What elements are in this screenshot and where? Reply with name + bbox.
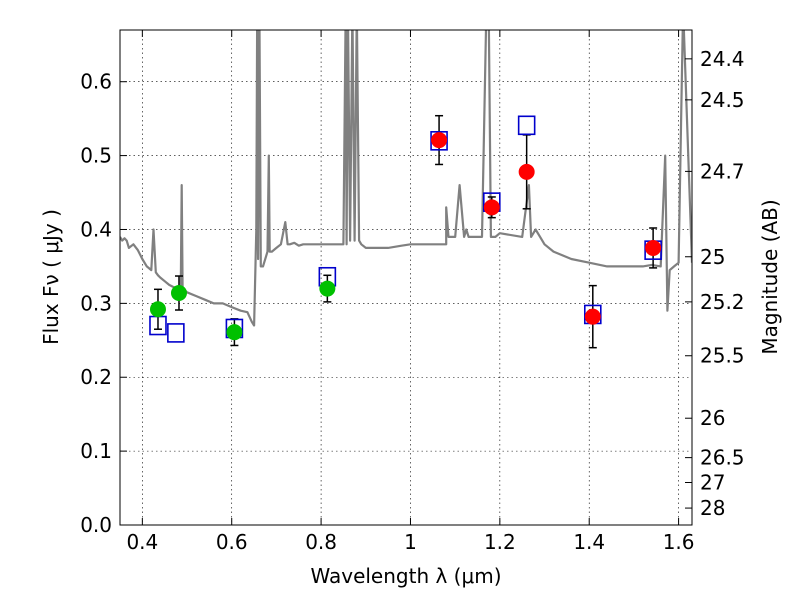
magnitude-tick-label: 25	[700, 245, 725, 269]
magnitude-tick-label: 26.5	[700, 446, 745, 470]
magnitude-tick-label: 25.5	[700, 344, 745, 368]
x-tick-label: 1.2	[484, 530, 516, 554]
magnitude-tick-label: 27	[700, 470, 725, 494]
x-axis-label: Wavelength λ (μm)	[310, 564, 501, 588]
y-tick-label: 0.3	[80, 291, 112, 315]
magnitude-tick-label: 24.4	[700, 47, 745, 71]
photometry-point	[518, 163, 535, 180]
photometry-point	[149, 301, 166, 318]
markers	[149, 115, 662, 343]
magnitude-tick-label: 28	[700, 496, 725, 520]
magnitude-tick-label: 24.7	[700, 159, 745, 183]
photometry-point	[319, 280, 336, 297]
photometry-point	[226, 324, 243, 341]
model-square-marker	[517, 115, 536, 136]
y-tick-label: 0.5	[80, 144, 112, 168]
y-tick-label: 0.4	[80, 217, 112, 241]
photometry-point	[645, 239, 662, 256]
magnitude-tick-label: 24.5	[700, 88, 745, 112]
plot-frame	[119, 29, 693, 526]
x-tick-label: 0.6	[216, 530, 248, 554]
y-axis-label: Flux Fν ( μJy )	[39, 209, 63, 345]
photometry-point	[483, 199, 500, 216]
photometry-point	[431, 132, 448, 149]
photometry-point	[584, 308, 601, 325]
y-tick-label: 0.0	[80, 513, 112, 537]
x-tick-label: 0.8	[305, 530, 337, 554]
model-square-marker	[167, 323, 185, 343]
model-square-marker	[430, 131, 448, 151]
magnitude-tick-label: 25.2	[700, 290, 745, 314]
y-tick-label: 0.6	[80, 70, 112, 94]
magnitude-axis-label: Magnitude (AB)	[758, 199, 782, 354]
magnitude-tick-label: 26	[700, 406, 725, 430]
photometry-point	[170, 285, 187, 302]
y-tick-label: 0.1	[80, 439, 112, 463]
x-axis-ticks: 0.4 0.6 0.8 1 1.2 1.4 1.6	[126, 30, 695, 554]
x-tick-label: 0.4	[126, 530, 158, 554]
x-tick-label: 1.6	[663, 530, 695, 554]
y-tick-label: 0.2	[80, 365, 112, 389]
x-tick-label: 1	[404, 530, 417, 554]
y-axis-ticks: 0.0 0.1 0.2 0.3 0.4 0.5 0.6	[80, 70, 127, 537]
x-tick-label: 1.4	[573, 530, 605, 554]
